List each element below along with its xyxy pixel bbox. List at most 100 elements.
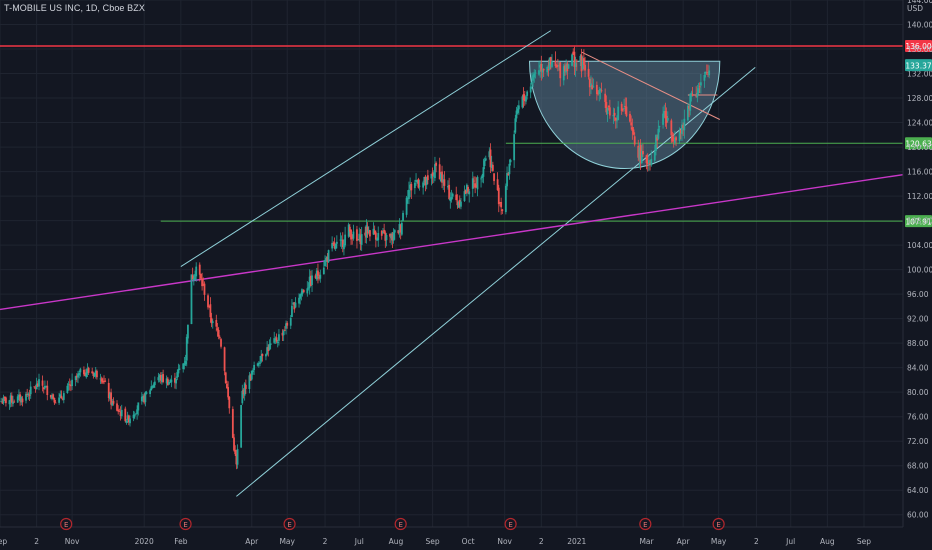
time-tick-label: Aug xyxy=(820,537,835,546)
candle-body xyxy=(432,175,435,177)
price-axis[interactable]: 60.00 64.00 68.00 72.00 76.00 80.00 84.00 88.00… xyxy=(902,0,932,527)
candle-body xyxy=(499,201,501,203)
candle-body xyxy=(638,147,641,160)
price-tick-label: 144.00 xyxy=(907,0,932,5)
candle-body xyxy=(474,183,477,188)
candle-body xyxy=(132,414,135,419)
candle-body xyxy=(540,63,543,72)
candle-body xyxy=(591,85,594,90)
earnings-marker xyxy=(283,517,296,531)
candle-body xyxy=(127,415,130,423)
candle-body xyxy=(217,329,220,337)
candle-body xyxy=(675,137,677,141)
candle-body xyxy=(456,201,459,206)
price-tick-label: 140.00 xyxy=(907,21,932,30)
candle-body xyxy=(649,162,651,165)
candle-body xyxy=(175,379,178,384)
candle-body xyxy=(226,383,228,389)
candle-body xyxy=(522,94,525,101)
candle-body xyxy=(416,180,419,183)
candle-body xyxy=(367,229,370,232)
candle-body xyxy=(242,389,245,395)
trend-line-salmon-downtrend xyxy=(581,51,721,120)
candle-body xyxy=(398,224,401,233)
candle-body xyxy=(463,191,466,202)
price-tick-label: 124.00 xyxy=(907,119,932,128)
candle-body xyxy=(350,229,352,240)
candle-body xyxy=(480,178,482,180)
candle-body xyxy=(170,379,173,383)
candle-body xyxy=(390,235,393,239)
candle-body xyxy=(70,385,72,387)
candle-body xyxy=(457,202,460,208)
candle-body xyxy=(5,397,7,404)
candle-body xyxy=(96,370,98,378)
time-axis[interactable]: Sep 2 Nov 2020 Feb Apr May 2 Jul Aug Sep Oct Nov 2 202… xyxy=(0,526,903,546)
candle-body xyxy=(532,75,534,81)
candle-body xyxy=(301,290,304,294)
candle-body xyxy=(434,164,436,179)
candle-body xyxy=(133,414,136,417)
candle-body xyxy=(475,184,478,188)
candle-body xyxy=(441,171,443,183)
candle-body xyxy=(236,449,239,465)
candle-body xyxy=(449,197,452,202)
candle-body xyxy=(220,339,222,347)
candle-body xyxy=(525,96,527,102)
candle-body xyxy=(334,243,337,249)
candle-body xyxy=(60,395,63,399)
candle-body xyxy=(682,125,685,129)
candle-body xyxy=(613,112,616,116)
candle-body xyxy=(424,176,427,186)
price-tick-label: 108.00 xyxy=(907,217,932,226)
candle-body xyxy=(516,108,519,113)
candle-body xyxy=(497,187,500,205)
time-tick-label: Sep xyxy=(426,537,440,546)
earnings-marker xyxy=(60,517,73,531)
earnings-marker xyxy=(712,517,725,531)
symbol-title: T-MOBILE US INC, 1D, Cboe BZX xyxy=(4,3,145,13)
candle-body xyxy=(276,341,279,343)
candle-body xyxy=(389,233,391,237)
candle-body xyxy=(54,402,57,404)
candle-body xyxy=(624,106,627,108)
candle-body xyxy=(215,319,218,327)
candle-body xyxy=(269,343,272,345)
candle-body xyxy=(690,92,693,97)
candle-body xyxy=(703,74,706,81)
candle-body xyxy=(243,383,246,396)
candle-body xyxy=(595,84,598,95)
candle-body xyxy=(365,225,368,238)
price-tick-label: 68.00 xyxy=(907,462,929,471)
candle-body xyxy=(481,175,484,179)
candle-body xyxy=(647,160,650,164)
candle-body xyxy=(135,413,137,415)
candle-body xyxy=(152,384,155,388)
candle-body xyxy=(26,394,29,395)
candle-body xyxy=(36,383,39,387)
candle-body xyxy=(33,386,36,388)
candle-body xyxy=(44,385,46,389)
candle-body xyxy=(435,162,438,166)
candle-body xyxy=(286,322,289,326)
candle-body xyxy=(604,93,607,102)
candle-body xyxy=(572,51,575,55)
candle-body xyxy=(567,64,570,69)
candle-body xyxy=(607,105,610,108)
candle-body xyxy=(406,197,409,200)
candle-body xyxy=(46,385,49,396)
candle-body xyxy=(358,233,361,241)
candle-body xyxy=(400,222,403,235)
candle-body xyxy=(352,231,355,239)
candle-body xyxy=(77,373,79,378)
candle-body xyxy=(631,127,634,131)
price-tick-label: 84.00 xyxy=(907,364,929,373)
candle-body xyxy=(190,274,193,325)
candle-body xyxy=(484,158,487,161)
candle-body xyxy=(571,54,573,66)
candle-body xyxy=(100,378,103,382)
candle-body xyxy=(294,302,297,308)
candle-body xyxy=(673,137,676,143)
candle-body xyxy=(646,162,649,165)
